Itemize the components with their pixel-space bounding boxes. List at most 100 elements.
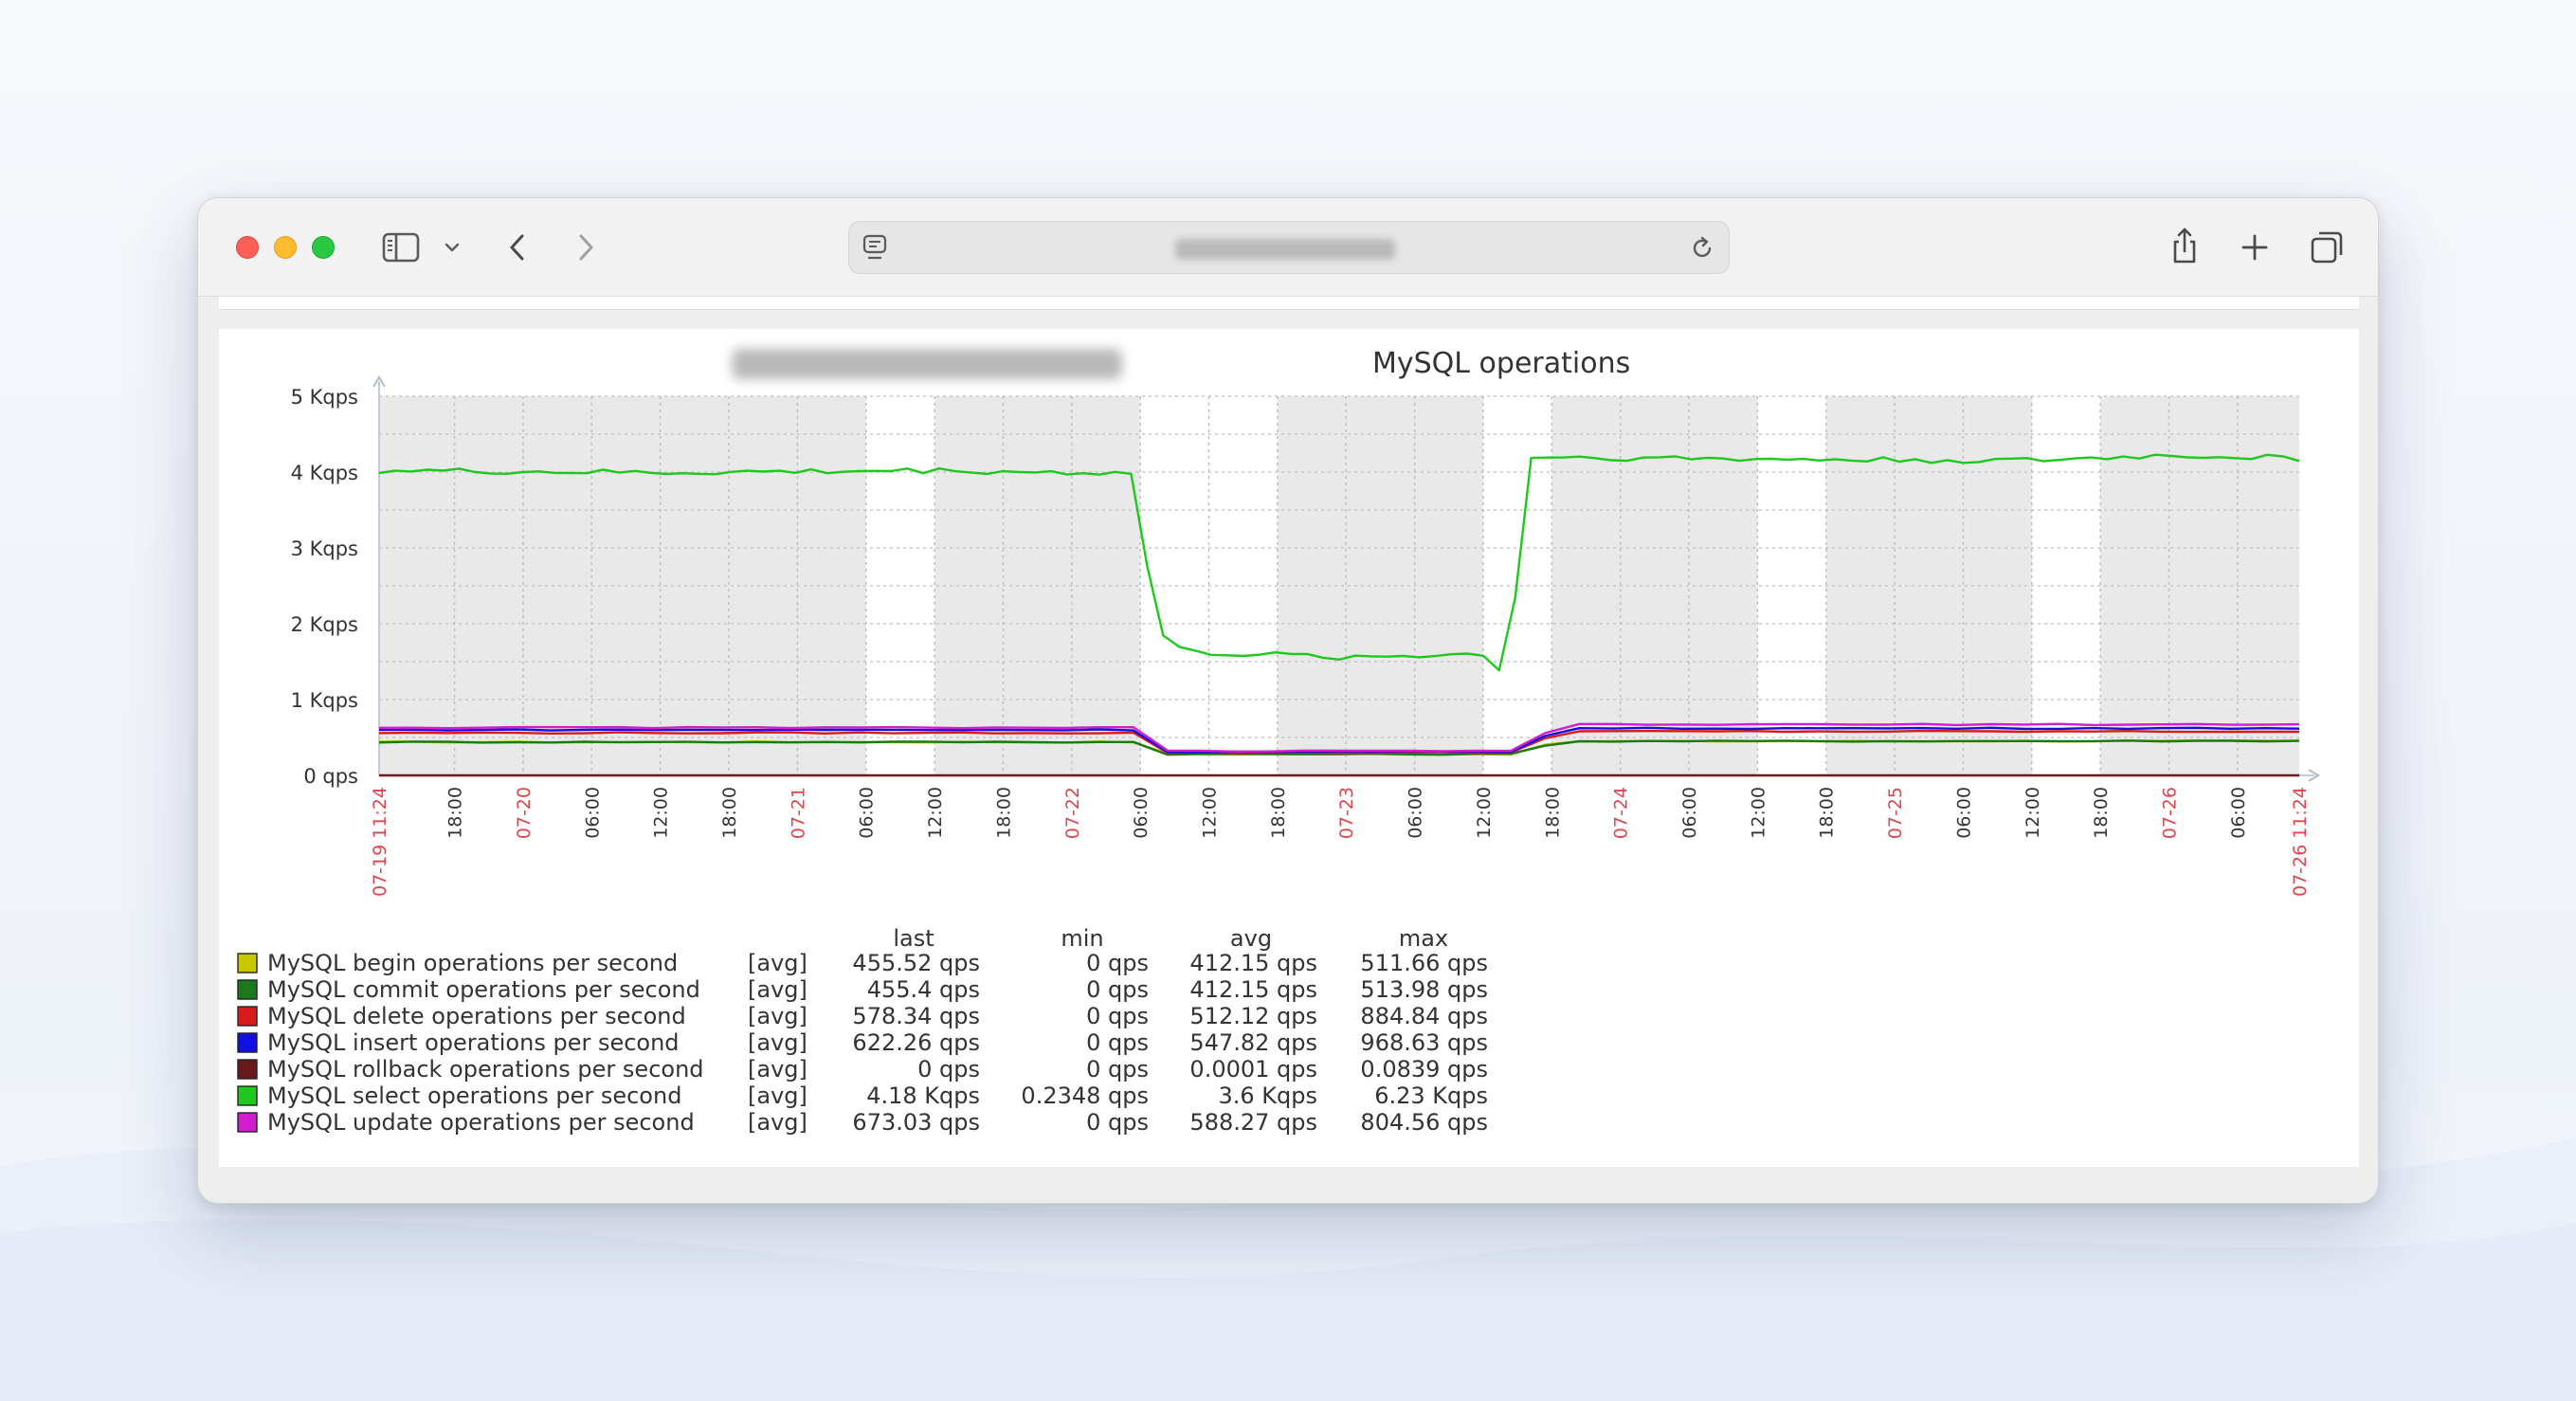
legend-function: [avg] bbox=[748, 1083, 807, 1109]
legend-series-name: MySQL rollback operations per second bbox=[267, 1056, 704, 1083]
legend-series-name: MySQL begin operations per second bbox=[267, 950, 678, 976]
page-menu-icon[interactable] bbox=[861, 233, 889, 262]
y-tick-label: 5 Kqps bbox=[291, 386, 358, 409]
legend-function: [avg] bbox=[748, 976, 807, 1003]
legend-function: [avg] bbox=[748, 950, 807, 976]
legend-value: 673.03 qps bbox=[852, 1109, 980, 1136]
y-tick-label: 4 Kqps bbox=[291, 462, 358, 484]
legend-column-header: last bbox=[893, 925, 934, 952]
legend-function: [avg] bbox=[748, 1029, 807, 1056]
reload-icon[interactable] bbox=[1687, 233, 1717, 264]
legend-value: 511.66 qps bbox=[1360, 950, 1488, 976]
legend-value: 0.2348 qps bbox=[1021, 1083, 1149, 1109]
legend-value: 622.26 qps bbox=[852, 1029, 980, 1056]
x-axis-arrow bbox=[2308, 769, 2320, 782]
legend-value: 547.82 qps bbox=[1189, 1029, 1317, 1056]
legend-value: 0 qps bbox=[1086, 1003, 1149, 1029]
legend-swatch bbox=[237, 953, 258, 973]
legend-value: 513.98 qps bbox=[1360, 976, 1488, 1003]
legend-value: 588.27 qps bbox=[1189, 1109, 1317, 1136]
legend-value: 0 qps bbox=[1086, 950, 1149, 976]
address-text-redacted bbox=[1175, 239, 1395, 260]
x-tick-label: 06:00 bbox=[1406, 787, 1426, 839]
legend-swatch bbox=[237, 1006, 258, 1027]
x-tick-label: 06:00 bbox=[2228, 787, 2249, 839]
x-tick-label: 12:00 bbox=[925, 787, 946, 839]
y-tick-label: 1 Kqps bbox=[291, 689, 358, 712]
x-tick-label: 18:00 bbox=[445, 787, 466, 839]
legend-value: 0 qps bbox=[1086, 1109, 1149, 1136]
legend-function: [avg] bbox=[748, 1003, 807, 1029]
x-tick-label: 07-26 11:24 bbox=[2290, 787, 2311, 897]
legend-swatch bbox=[237, 1085, 258, 1106]
legend-value: 578.34 qps bbox=[852, 1003, 980, 1029]
legend-value: 6.23 Kqps bbox=[1374, 1083, 1488, 1109]
legend-series-name: MySQL insert operations per second bbox=[267, 1029, 680, 1056]
legend-series-name: MySQL update operations per second bbox=[267, 1109, 695, 1136]
series-line bbox=[378, 729, 2299, 755]
y-tick-label: 2 Kqps bbox=[291, 613, 358, 636]
x-tick-label: 18:00 bbox=[1268, 787, 1289, 839]
legend-function: [avg] bbox=[748, 1109, 807, 1136]
legend-value: 512.12 qps bbox=[1189, 1003, 1317, 1029]
legend-series-name: MySQL select operations per second bbox=[267, 1083, 681, 1109]
x-tick-label: 07-21 bbox=[788, 787, 808, 839]
legend: last min avg max MySQL begin operations per … bbox=[237, 925, 1488, 1136]
shaded-period bbox=[2100, 396, 2299, 775]
legend-swatch bbox=[237, 1032, 258, 1053]
legend-value: 0 qps bbox=[1086, 1056, 1149, 1083]
x-tick-label: 06:00 bbox=[1679, 787, 1700, 839]
legend-value: 884.84 qps bbox=[1360, 1003, 1488, 1029]
legend-value: 0.0001 qps bbox=[1189, 1056, 1317, 1083]
legend-value: 0.0839 qps bbox=[1360, 1056, 1488, 1083]
chevron-down-icon[interactable] bbox=[441, 238, 463, 257]
x-tick-label: 18:00 bbox=[1542, 787, 1563, 839]
forward-icon[interactable] bbox=[571, 230, 600, 264]
legend-value: 412.15 qps bbox=[1189, 950, 1317, 976]
x-tick-label: 18:00 bbox=[2091, 787, 2112, 839]
browser-toolbar bbox=[198, 198, 2378, 297]
legend-column-header: min bbox=[1061, 925, 1103, 952]
x-tick-label: 12:00 bbox=[1748, 787, 1769, 839]
x-tick-label: 06:00 bbox=[1953, 787, 1974, 839]
x-tick-label: 07-25 bbox=[1885, 787, 1906, 839]
x-tick-label: 12:00 bbox=[651, 787, 672, 839]
series-lines bbox=[378, 453, 2300, 777]
legend-value: 4.18 Kqps bbox=[866, 1083, 980, 1109]
legend-function: [avg] bbox=[748, 1056, 807, 1083]
sidebar-icon[interactable] bbox=[382, 230, 420, 264]
x-tick-label: 07-26 bbox=[2160, 787, 2181, 839]
legend-value: 455.52 qps bbox=[852, 950, 980, 976]
new-tab-icon[interactable] bbox=[2238, 230, 2272, 264]
zoom-window-button[interactable] bbox=[312, 236, 335, 259]
legend-value: 0 qps bbox=[1086, 1029, 1149, 1056]
x-tick-label: 12:00 bbox=[1474, 787, 1495, 839]
legend-value: 804.56 qps bbox=[1360, 1109, 1488, 1136]
y-tick-label: 3 Kqps bbox=[291, 537, 358, 560]
x-tick-label: 07-24 bbox=[1611, 787, 1632, 839]
back-icon[interactable] bbox=[503, 230, 532, 264]
legend-swatch bbox=[237, 1059, 258, 1080]
x-tick-label: 18:00 bbox=[719, 787, 740, 839]
shaded-period bbox=[1825, 396, 2032, 775]
x-tick-label: 18:00 bbox=[993, 787, 1014, 839]
legend-value: 0 qps bbox=[917, 1056, 980, 1083]
legend-swatch bbox=[237, 1112, 258, 1133]
legend-value: 0 qps bbox=[1086, 976, 1149, 1003]
share-icon[interactable] bbox=[2168, 225, 2202, 266]
y-tick-label: 0 qps bbox=[303, 765, 358, 788]
minimize-window-button[interactable] bbox=[274, 236, 297, 259]
x-tick-labels: 07-19 11:24 18:00 07-20 06:00 12:00 18:00 07-2… bbox=[370, 787, 2311, 897]
x-tick-label: 12:00 bbox=[2023, 787, 2043, 839]
series-line bbox=[378, 453, 2300, 672]
series-line bbox=[378, 739, 2300, 756]
x-tick-label: 07-23 bbox=[1336, 787, 1357, 839]
x-tick-label: 07-20 bbox=[514, 787, 535, 839]
address-bar[interactable] bbox=[848, 221, 1730, 274]
y-tick-labels: 0 qps 1 Kqps 2 Kqps 3 Kqps 4 Kqps 5 Kqps bbox=[291, 386, 358, 788]
legend-value: 412.15 qps bbox=[1189, 976, 1317, 1003]
tabs-overview-icon[interactable] bbox=[2308, 228, 2346, 266]
y-axis-arrow bbox=[372, 375, 386, 388]
close-window-button[interactable] bbox=[236, 236, 259, 259]
